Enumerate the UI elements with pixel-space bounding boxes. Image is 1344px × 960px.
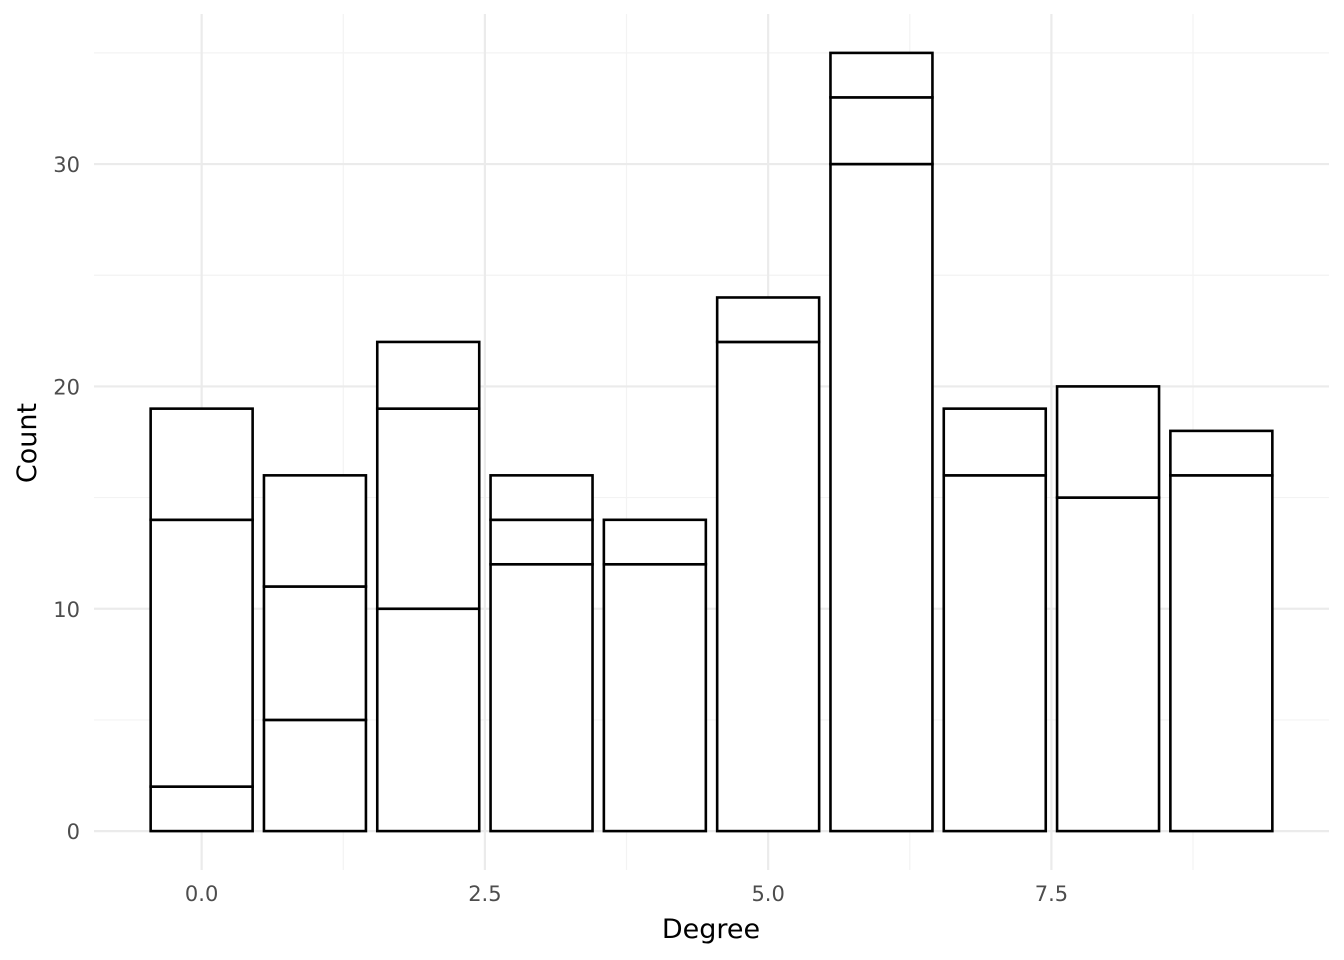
bars-layer <box>149 51 1274 833</box>
y-tick-label: 30 <box>53 153 80 177</box>
bar-segment <box>149 785 254 833</box>
bar-segment <box>829 96 934 166</box>
bar-segment <box>1169 474 1274 833</box>
bar-segment <box>262 474 368 588</box>
bar-segment <box>942 407 1048 477</box>
bar-segment <box>1169 429 1274 477</box>
x-axis-title: Degree <box>662 914 760 945</box>
bar-segment <box>829 162 934 833</box>
bar-segment <box>489 562 594 833</box>
bar-segment <box>149 407 254 522</box>
ticks-layer: 0.0 2.5 5.0 7.5 0 10 20 30 <box>53 153 1068 906</box>
bar-segment <box>602 562 708 833</box>
x-tick-label: 7.5 <box>1035 882 1068 906</box>
bar-segment <box>375 340 481 410</box>
bar-segment <box>829 51 934 99</box>
y-tick-label: 20 <box>53 375 80 399</box>
y-tick-label: 0 <box>67 820 80 844</box>
bar-segment <box>375 407 481 611</box>
y-tick-label: 10 <box>53 598 80 622</box>
x-tick-label: 5.0 <box>751 882 784 906</box>
x-tick-label: 0.0 <box>185 882 218 906</box>
y-axis-title: Count <box>12 403 43 483</box>
bar-segment <box>942 474 1048 833</box>
bar-segment <box>489 474 594 522</box>
bar-segment <box>489 518 594 566</box>
bar-segment <box>262 718 368 833</box>
x-tick-label: 2.5 <box>468 882 501 906</box>
bar-segment <box>1055 385 1161 499</box>
bar-segment <box>375 607 481 833</box>
bar-segment <box>715 340 821 833</box>
bar-segment <box>602 518 708 566</box>
bar-segment <box>715 296 821 344</box>
bar-segment <box>149 518 254 788</box>
bar-segment <box>262 585 368 722</box>
bar-segment <box>1055 496 1161 833</box>
